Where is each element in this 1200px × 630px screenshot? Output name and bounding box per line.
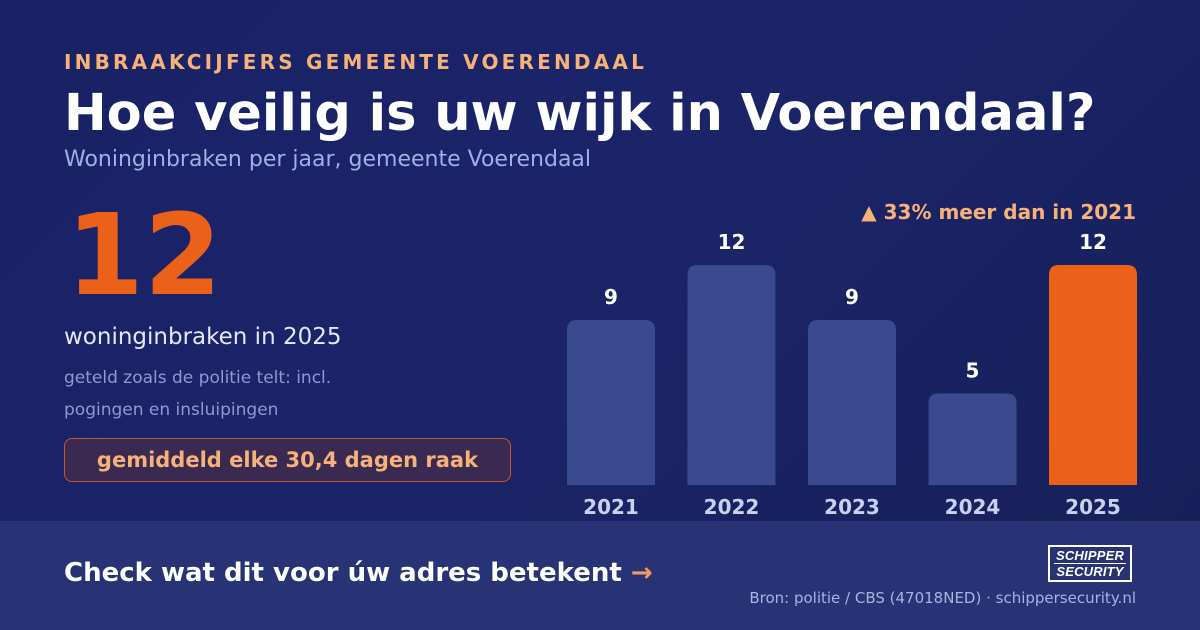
frequency-badge: gemiddeld elke 30,4 dagen raak bbox=[64, 438, 511, 482]
source-note: Bron: politie / CBS (47018NED) · schippe… bbox=[749, 589, 1136, 607]
x-tick-2025: 2025 bbox=[1065, 495, 1121, 519]
bar-2022 bbox=[687, 265, 776, 485]
eyebrow-label: INBRAAKCIJFERS GEMEENTE VOERENDAAL bbox=[64, 50, 648, 74]
bar-2025 bbox=[1049, 265, 1137, 485]
x-tick-2021: 2021 bbox=[583, 495, 639, 519]
page-title: Hoe veilig is uw wijk in Voerendaal? bbox=[64, 84, 1096, 143]
bar-2023 bbox=[808, 320, 896, 485]
cta-link[interactable]: Check wat dit voor úw adres betekent → bbox=[64, 558, 653, 588]
bar-2021 bbox=[567, 320, 655, 485]
x-tick-2023: 2023 bbox=[824, 495, 880, 519]
cta-text: Check wat dit voor úw adres betekent bbox=[64, 558, 622, 588]
data-label-2023: 9 bbox=[845, 285, 859, 309]
highlight-caption: woninginbraken in 2025 bbox=[64, 324, 342, 350]
data-label-2022: 12 bbox=[718, 230, 746, 254]
highlight-number: 12 bbox=[66, 191, 222, 321]
change-indicator: ▲ 33% meer dan in 2021 bbox=[861, 200, 1136, 224]
x-tick-2022: 2022 bbox=[704, 495, 760, 519]
data-label-2025: 12 bbox=[1079, 230, 1107, 254]
footer-band bbox=[0, 521, 1200, 630]
page-subtitle: Woninginbraken per jaar, gemeente Voeren… bbox=[64, 147, 592, 172]
bar-2024 bbox=[928, 393, 1017, 485]
logo-divider bbox=[1054, 563, 1126, 564]
logo-line-2: SECURITY bbox=[1056, 564, 1124, 579]
x-tick-2024: 2024 bbox=[945, 495, 1001, 519]
schipper-security-logo: SCHIPPER SECURITY bbox=[1048, 545, 1132, 582]
logo-line-1: SCHIPPER bbox=[1055, 548, 1125, 563]
data-label-2021: 9 bbox=[604, 285, 618, 309]
counting-note: geteld zoals de politie telt: incl. pogi… bbox=[64, 368, 332, 420]
arrow-right-icon: → bbox=[630, 558, 653, 588]
data-label-2024: 5 bbox=[966, 358, 980, 382]
